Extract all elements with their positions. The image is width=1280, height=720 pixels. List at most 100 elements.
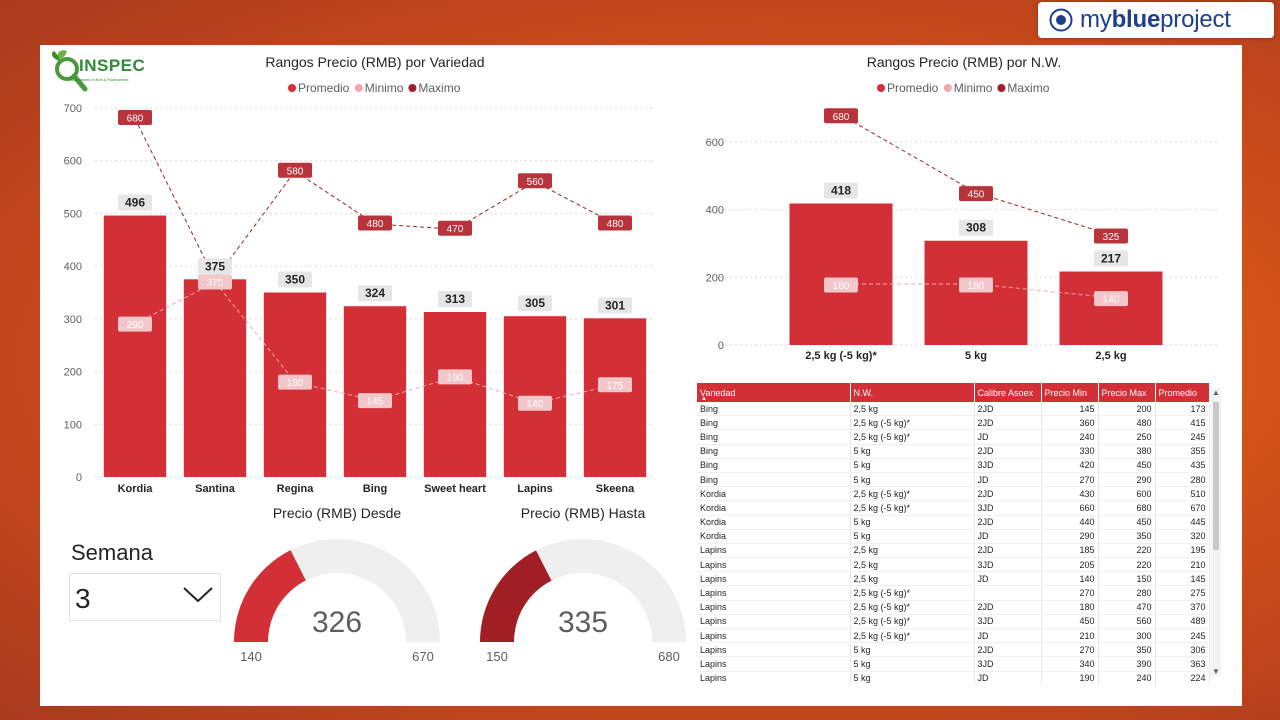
table-cell: Bing	[697, 402, 851, 417]
table-cell: 670	[1155, 500, 1210, 516]
table-cell: Lapins	[697, 642, 851, 658]
table-row[interactable]: Lapins 5 kg 2JD 270 350 306	[697, 642, 1210, 658]
table-row[interactable]: Kordia 2,5 kg (-5 kg)* 3JD 660 680 670	[697, 500, 1210, 516]
table-row[interactable]: Bing 2,5 kg 2JD 145 200 173	[697, 402, 1210, 417]
table-cell: JD	[974, 429, 1042, 445]
chevron-down-icon[interactable]: ▼	[1212, 667, 1220, 676]
gauge2-fill	[480, 550, 552, 642]
column-header[interactable]: Precio Max	[1098, 383, 1156, 402]
table-scrollbar[interactable]: ▲ ▼	[1211, 388, 1221, 676]
table-cell: Bing	[697, 444, 851, 459]
table-cell: 3JD	[974, 557, 1042, 573]
table-row[interactable]: Bing 5 kg 2JD 330 380 355	[697, 444, 1210, 459]
table-row[interactable]: Lapins 2,5 kg (-5 kg)* 3JD 450 560 489	[697, 614, 1210, 630]
table-row[interactable]: Lapins 2,5 kg JD 140 150 145	[697, 571, 1210, 587]
chart2-maximo-label-bg	[1094, 228, 1128, 244]
table-row[interactable]: Lapins 5 kg JD 190 240 224	[697, 671, 1210, 685]
brand-logo: myblueproject	[1038, 2, 1274, 38]
table-cell: 270	[1041, 585, 1099, 601]
chart1-promedio-label: 305	[525, 296, 545, 310]
column-header[interactable]: Variedad ▲	[697, 383, 851, 402]
table-cell: 140	[1041, 571, 1099, 587]
chart1-promedio-label-bg	[358, 285, 392, 302]
chart1-maximo-line	[134, 118, 616, 281]
table-cell: 275	[1155, 585, 1210, 601]
chart2-promedio-label-bg	[824, 182, 858, 199]
table-cell: 224	[1155, 671, 1210, 685]
chart1-promedio-label: 375	[205, 259, 225, 273]
chart1-maximo-label-bg	[438, 220, 472, 236]
table-cell	[974, 585, 1042, 601]
table-cell: Kordia	[697, 500, 851, 516]
table-cell: 680	[1098, 500, 1156, 516]
table-cell: 245	[1155, 429, 1210, 445]
chart1-minimo-label-bg	[118, 316, 152, 332]
table-cell: Kordia	[697, 486, 851, 502]
table-cell: 2,5 kg (-5 kg)*	[850, 614, 975, 630]
logo-name: INSPEC	[79, 56, 146, 75]
column-header[interactable]: Promedio	[1155, 383, 1210, 402]
chart2-minimo-label-bg	[1094, 291, 1128, 307]
table-cell: 5 kg	[850, 444, 975, 459]
table-cell: 190	[1041, 671, 1099, 685]
chart1-maximo-label-bg	[118, 110, 152, 126]
chart1-xtick: Sweet heart	[424, 483, 486, 495]
chart1-minimo-label: 145	[367, 397, 384, 408]
chart2-maximo-label: 450	[968, 190, 985, 201]
table-cell: 220	[1098, 543, 1156, 559]
table-cell: JD	[974, 628, 1042, 644]
magnifier-leaf-icon	[52, 50, 88, 92]
column-header[interactable]: Precio Min	[1041, 383, 1099, 402]
table-cell: Bing	[697, 429, 851, 445]
table-cell: 2JD	[974, 486, 1042, 502]
table-cell: 510	[1155, 486, 1210, 502]
table-row[interactable]: Lapins 2,5 kg 2JD 185 220 195	[697, 543, 1210, 559]
table-row[interactable]: Kordia 2,5 kg (-5 kg)* 2JD 430 600 510	[697, 486, 1210, 502]
table-cell: Lapins	[697, 543, 851, 559]
table-row[interactable]: Bing 2,5 kg (-5 kg)* 2JD 360 480 415	[697, 415, 1210, 431]
table-row[interactable]: Lapins 5 kg 3JD 340 390 363	[697, 656, 1210, 672]
table-cell: Lapins	[697, 671, 851, 685]
gauge1-value: 326	[312, 606, 362, 639]
scroll-thumb[interactable]	[1213, 402, 1219, 550]
table-row[interactable]: Kordia 5 kg JD 290 350 320	[697, 529, 1210, 544]
table-row[interactable]: Lapins 2,5 kg (-5 kg)* 270 280 275	[697, 585, 1210, 601]
chart1-minimo-label-bg	[198, 274, 232, 290]
table-cell: 435	[1155, 458, 1210, 473]
legend-dot-minimo	[354, 84, 363, 92]
chart1-title: Rangos Precio (RMB) por Variedad	[265, 54, 484, 70]
table-row[interactable]: Lapins 2,5 kg (-5 kg)* JD 210 300 245	[697, 628, 1210, 644]
table-row[interactable]: Kordia 5 kg 2JD 440 450 445	[697, 515, 1210, 530]
table-row[interactable]: Lapins 2,5 kg 3JD 205 220 210	[697, 557, 1210, 573]
table-cell: 173	[1155, 402, 1210, 417]
table-cell: 2JD	[974, 543, 1042, 559]
table-cell: 2,5 kg	[850, 557, 975, 573]
table-row[interactable]: Bing 5 kg 3JD 420 450 435	[697, 458, 1210, 473]
chart1-promedio-label-bg	[118, 194, 152, 211]
table-cell: 370	[1155, 600, 1210, 615]
table-cell: 200	[1098, 402, 1156, 417]
table-cell: 390	[1098, 656, 1156, 672]
legend-dot-minimo	[943, 84, 952, 92]
table-cell: 240	[1098, 671, 1156, 685]
table-cell: Bing	[697, 472, 851, 488]
chart1-minimo-label-bg	[278, 374, 312, 390]
table-cell: 415	[1155, 415, 1210, 431]
table-cell: 290	[1041, 529, 1099, 544]
chart1-promedio-label: 350	[285, 273, 305, 287]
chevron-up-icon[interactable]: ▲	[1212, 388, 1220, 397]
table-cell: JD	[974, 571, 1042, 587]
column-header[interactable]: Calibre Asoex	[974, 383, 1042, 402]
table-row[interactable]: Bing 2,5 kg (-5 kg)* JD 240 250 245	[697, 429, 1210, 445]
table-row[interactable]: Lapins 2,5 kg (-5 kg)* 2JD 180 470 370	[697, 600, 1210, 615]
table-row[interactable]: Bing 5 kg JD 270 290 280	[697, 472, 1210, 488]
table-cell: Lapins	[697, 656, 851, 672]
chart2-title: Rangos Precio (RMB) por N.W.	[867, 54, 1062, 70]
gauge1-min: 140	[240, 649, 262, 664]
column-header[interactable]: N.W.	[850, 383, 975, 402]
table-cell: Kordia	[697, 529, 851, 544]
table-cell: 450	[1041, 614, 1099, 630]
chart1-bar-1	[183, 279, 247, 477]
semana-dropdown[interactable]: 3	[69, 573, 221, 621]
table-cell: 3JD	[974, 500, 1042, 516]
